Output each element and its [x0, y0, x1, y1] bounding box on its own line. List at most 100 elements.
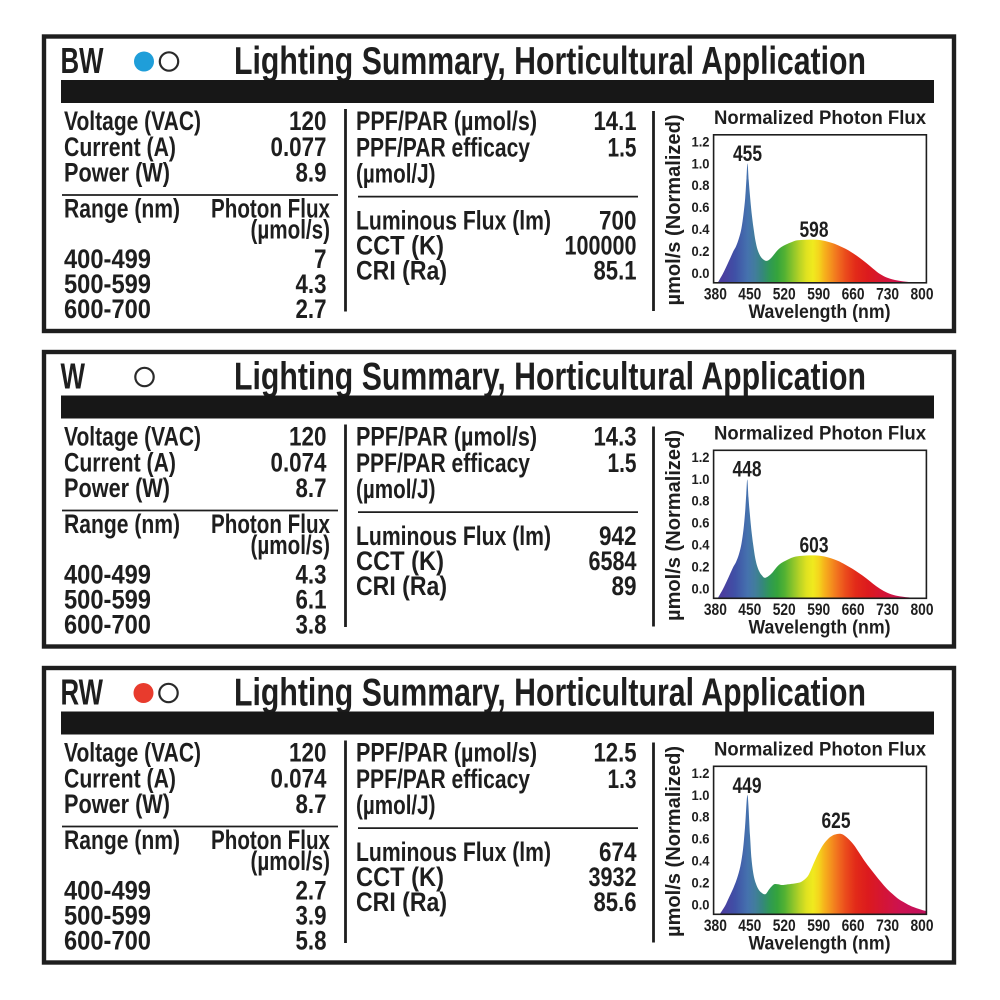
svg-text:600-700: 600-700	[64, 294, 151, 324]
svg-text:14.3: 14.3	[594, 422, 637, 452]
svg-text:Voltage (VAC): Voltage (VAC)	[64, 737, 201, 767]
svg-text:1.5: 1.5	[608, 448, 637, 478]
svg-text:450: 450	[738, 916, 761, 935]
svg-text:6.1: 6.1	[296, 585, 327, 615]
svg-text:Photon Flux: Photon Flux	[211, 509, 330, 539]
svg-text:0.8: 0.8	[692, 809, 710, 825]
svg-text:Wavelength (nm): Wavelength (nm)	[749, 934, 891, 955]
svg-text:400-499: 400-499	[64, 244, 151, 274]
svg-text:Voltage (VAC): Voltage (VAC)	[64, 421, 201, 451]
svg-text:0.4: 0.4	[692, 853, 710, 869]
svg-text:449: 449	[733, 773, 762, 798]
svg-text:Range (nm): Range (nm)	[64, 509, 180, 539]
svg-text:3932: 3932	[589, 862, 637, 892]
svg-text:Current (A): Current (A)	[64, 447, 176, 477]
svg-text:800: 800	[911, 916, 934, 935]
svg-text:1.2: 1.2	[692, 449, 710, 465]
svg-text:CRI (Ra): CRI (Ra)	[356, 571, 447, 601]
svg-text:CCT (K): CCT (K)	[356, 546, 444, 576]
svg-text:PPF/PAR efficacy: PPF/PAR efficacy	[356, 133, 530, 163]
svg-text:3.9: 3.9	[296, 901, 327, 931]
svg-text:2.7: 2.7	[296, 876, 327, 906]
svg-text:µmol/s (Normalized): µmol/s (Normalized)	[663, 115, 685, 306]
svg-text:625: 625	[822, 808, 851, 833]
svg-text:PPF/PAR efficacy: PPF/PAR efficacy	[356, 764, 530, 794]
svg-text:µmol/s (Normalized): µmol/s (Normalized)	[663, 430, 685, 621]
svg-text:4.3: 4.3	[296, 560, 327, 590]
svg-text:0.2: 0.2	[692, 243, 710, 259]
svg-text:100000: 100000	[565, 231, 637, 261]
svg-text:0.4: 0.4	[692, 537, 710, 553]
svg-text:380: 380	[704, 285, 727, 304]
svg-text:730: 730	[876, 285, 899, 304]
svg-text:PPF/PAR (µmol/s): PPF/PAR (µmol/s)	[356, 106, 537, 136]
svg-text:674: 674	[599, 837, 637, 867]
svg-text:380: 380	[704, 916, 727, 935]
svg-text:1.5: 1.5	[608, 133, 637, 163]
svg-text:12.5: 12.5	[594, 738, 637, 768]
svg-text:Luminous Flux (lm): Luminous Flux (lm)	[356, 837, 551, 867]
svg-text:800: 800	[911, 600, 934, 619]
svg-text:120: 120	[289, 106, 327, 136]
svg-text:600-700: 600-700	[64, 926, 151, 956]
svg-text:450: 450	[738, 285, 761, 304]
svg-text:603: 603	[800, 533, 829, 558]
svg-text:Lighting Summary, Horticultura: Lighting Summary, Horticultural Applicat…	[234, 672, 866, 715]
svg-text:660: 660	[842, 600, 865, 619]
svg-text:2.7: 2.7	[296, 294, 327, 324]
svg-text:0.8: 0.8	[692, 493, 710, 509]
svg-text:0.0: 0.0	[692, 265, 710, 281]
svg-text:380: 380	[704, 600, 727, 619]
svg-text:455: 455	[733, 141, 762, 166]
svg-text:0.0: 0.0	[692, 897, 710, 913]
svg-text:(µmol/J): (µmol/J)	[356, 159, 436, 189]
svg-text:7: 7	[314, 244, 327, 274]
svg-text:590: 590	[807, 285, 830, 304]
svg-text:CRI (Ra): CRI (Ra)	[356, 887, 447, 917]
svg-text:1.3: 1.3	[608, 764, 637, 794]
svg-text:0.0: 0.0	[692, 581, 710, 597]
svg-text:0.2: 0.2	[692, 559, 710, 575]
svg-text:800: 800	[911, 285, 934, 304]
svg-text:450: 450	[738, 600, 761, 619]
svg-text:PPF/PAR (µmol/s): PPF/PAR (µmol/s)	[356, 738, 537, 768]
svg-text:600-700: 600-700	[64, 610, 151, 640]
svg-text:(µmol/J): (µmol/J)	[356, 790, 436, 820]
svg-text:Voltage (VAC): Voltage (VAC)	[64, 106, 201, 136]
svg-text:120: 120	[289, 421, 327, 451]
svg-text:0.077: 0.077	[271, 132, 327, 162]
svg-text:(µmol/s): (µmol/s)	[251, 214, 331, 244]
svg-text:(µmol/J): (µmol/J)	[356, 474, 436, 504]
svg-text:0.6: 0.6	[692, 830, 710, 846]
svg-text:598: 598	[800, 217, 829, 242]
svg-text:4.3: 4.3	[296, 269, 327, 299]
svg-text:500-599: 500-599	[64, 269, 151, 299]
svg-text:520: 520	[773, 916, 796, 935]
svg-text:Wavelength (nm): Wavelength (nm)	[749, 302, 891, 323]
svg-text:0.4: 0.4	[692, 221, 710, 237]
svg-text:0.2: 0.2	[692, 875, 710, 891]
svg-text:6584: 6584	[589, 546, 637, 576]
svg-text:Luminous Flux (lm): Luminous Flux (lm)	[356, 521, 551, 551]
svg-text:Lighting Summary, Horticultura: Lighting Summary, Horticultural Applicat…	[234, 356, 866, 399]
svg-text:Normalized Photon Flux: Normalized Photon Flux	[714, 108, 926, 129]
svg-text:CCT (K): CCT (K)	[356, 231, 444, 261]
svg-text:500-599: 500-599	[64, 585, 151, 615]
svg-text:14.1: 14.1	[594, 106, 637, 136]
svg-text:5.8: 5.8	[296, 926, 327, 956]
svg-text:Current (A): Current (A)	[64, 132, 176, 162]
svg-text:µmol/s (Normalized): µmol/s (Normalized)	[663, 746, 685, 937]
svg-text:0.074: 0.074	[271, 447, 327, 477]
svg-text:400-499: 400-499	[64, 876, 151, 906]
svg-text:Lighting Summary, Horticultura: Lighting Summary, Horticultural Applicat…	[234, 40, 866, 83]
svg-text:W: W	[61, 356, 86, 397]
svg-text:8.7: 8.7	[296, 473, 327, 503]
svg-text:Wavelength (nm): Wavelength (nm)	[749, 618, 891, 639]
svg-text:Current (A): Current (A)	[64, 763, 176, 793]
svg-text:1.0: 1.0	[692, 155, 710, 171]
svg-text:BW: BW	[61, 40, 104, 81]
svg-text:RW: RW	[61, 672, 104, 713]
svg-text:500-599: 500-599	[64, 901, 151, 931]
svg-text:Normalized Photon Flux: Normalized Photon Flux	[714, 424, 926, 445]
svg-text:1.2: 1.2	[692, 134, 710, 150]
